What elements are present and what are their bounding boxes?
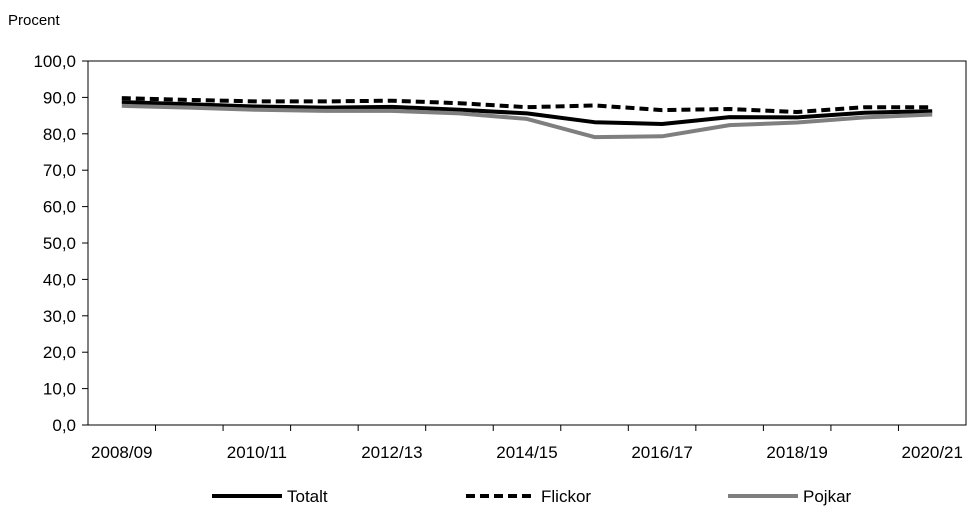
legend-label-totalt: Totalt	[287, 487, 328, 506]
y-tick-label: 30,0	[43, 307, 76, 326]
x-tick-label: 2008/09	[91, 443, 152, 462]
y-tick-label: 70,0	[43, 161, 76, 180]
x-tick-label: 2012/13	[361, 443, 422, 462]
legend: Totalt Flickor Pojkar	[212, 487, 852, 506]
plot-area-border	[87, 60, 967, 426]
legend-label-flickor: Flickor	[541, 487, 591, 506]
y-tick-label: 20,0	[43, 343, 76, 362]
y-tick-label: 0,0	[52, 416, 76, 435]
x-tick-label: 2020/21	[902, 443, 963, 462]
y-tick-label: 50,0	[43, 234, 76, 253]
y-tick-label: 40,0	[43, 270, 76, 289]
x-axis: 2008/09 2010/11 2012/13 2014/15 2016/17 2018/…	[91, 425, 963, 462]
series-group	[121, 96, 933, 140]
y-tick-label: 10,0	[43, 380, 76, 399]
y-axis-unit-label: Procent	[8, 12, 61, 29]
x-tick-label: 2010/11	[227, 443, 287, 462]
y-tick-label: 90,0	[43, 88, 76, 107]
y-tick-label: 80,0	[43, 125, 76, 144]
series-line-totalt	[121, 100, 933, 126]
y-tick-label: 100,0	[33, 52, 76, 71]
y-tick-label: 60,0	[43, 198, 76, 217]
x-tick-label: 2018/19	[766, 443, 827, 462]
series-line-pojkar	[121, 103, 933, 140]
legend-label-pojkar: Pojkar	[803, 487, 852, 506]
series-line-flickor	[121, 96, 933, 114]
x-tick-label: 2016/17	[631, 443, 692, 462]
x-tick-label: 2014/15	[496, 443, 557, 462]
y-axis: 0,0 10,0 20,0 30,0 40,0 50,0 60,0 70,0 80,0 90,0 1…	[33, 52, 88, 435]
